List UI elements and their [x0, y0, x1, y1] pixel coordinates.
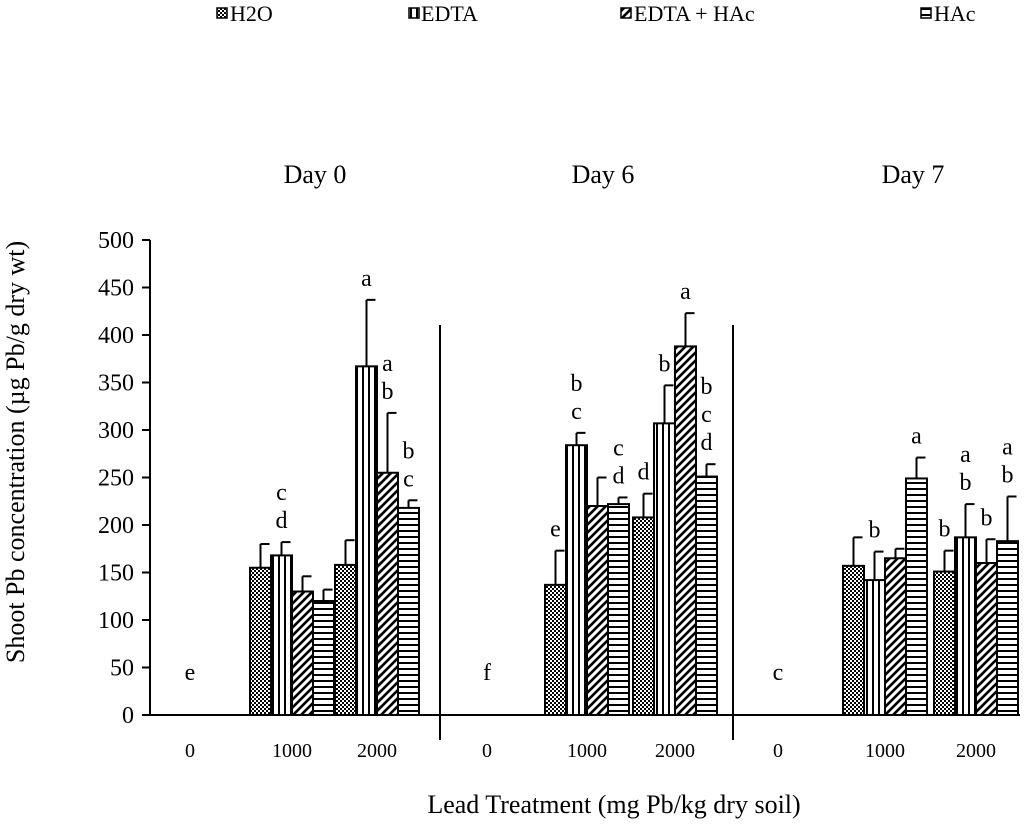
y-tick-label: 0	[122, 703, 134, 729]
bar	[544, 583, 567, 716]
significance-letter: d	[276, 508, 288, 534]
bar	[863, 579, 886, 716]
y-axis-title: Shoot Pb concentration (µg Pb/g dry wt)	[1, 241, 30, 663]
significance-letter: b	[981, 505, 993, 531]
bar	[376, 471, 399, 716]
x-group-label: 0	[185, 740, 195, 762]
bar	[884, 557, 907, 716]
x-group-label: 0	[773, 740, 783, 762]
bar	[632, 516, 655, 717]
y-tick-label: 200	[98, 513, 134, 539]
legend-label-h2o: H2O	[230, 1, 273, 26]
bar	[842, 564, 865, 716]
legend-label-hac: HAc	[934, 1, 976, 26]
bar	[270, 554, 293, 717]
x-group-label: 2000	[956, 740, 996, 762]
x-group-label: 2000	[357, 740, 397, 762]
significance-letter: b	[1002, 463, 1014, 489]
y-tick-label: 100	[98, 608, 134, 634]
legend-label-edta-hac: EDTA + HAc	[634, 1, 755, 26]
x-group-label: 1000	[272, 740, 312, 762]
y-tick-label: 50	[110, 656, 134, 682]
x-axis-title: Lead Treatment (mg Pb/kg dry soil)	[427, 790, 800, 819]
significance-letter: f	[483, 660, 491, 686]
bar	[334, 563, 357, 717]
y-tick-label: 450	[98, 276, 134, 302]
significance-letter: a	[1002, 435, 1013, 461]
bar	[996, 540, 1019, 717]
bar	[653, 422, 676, 716]
bar	[586, 505, 609, 716]
bar	[674, 345, 697, 716]
significance-letter: c	[773, 660, 784, 686]
bar	[975, 562, 998, 716]
y-tick-label: 350	[98, 371, 134, 397]
significance-letter: a	[361, 266, 372, 292]
significance-letter: b	[571, 371, 583, 397]
significance-letter: c	[403, 466, 414, 492]
significance-letter: a	[680, 279, 691, 305]
legend-label-edta: EDTA	[421, 1, 478, 26]
significance-letter: b	[382, 379, 394, 405]
x-group-label: 1000	[865, 740, 905, 762]
bar	[695, 475, 718, 716]
x-group-label: 0	[482, 740, 492, 762]
panel-title-day6: Day 6	[572, 160, 635, 189]
y-tick-label: 400	[98, 323, 134, 349]
y-tick-label: 250	[98, 466, 134, 492]
y-tick-label: 500	[98, 228, 134, 254]
bar	[933, 570, 956, 716]
y-tick-label: 300	[98, 418, 134, 444]
bar	[905, 477, 928, 717]
significance-letter: b	[701, 374, 713, 400]
significance-letter: c	[613, 435, 624, 461]
x-group-label: 2000	[655, 740, 695, 762]
significance-letter: a	[960, 442, 971, 468]
significance-letter: d	[638, 460, 650, 486]
x-group-label: 1000	[567, 740, 607, 762]
significance-letter: b	[960, 470, 972, 496]
significance-letter: e	[185, 660, 196, 686]
bar	[607, 503, 630, 716]
bar	[355, 365, 378, 716]
y-tick-label: 150	[98, 561, 134, 587]
significance-letter: b	[869, 518, 881, 544]
legend: H2O EDTA EDTA + HAc HAc	[216, 1, 976, 26]
legend-item-h2o: H2O	[216, 1, 273, 26]
significance-letter: e	[550, 517, 561, 543]
significance-letter: d	[701, 430, 713, 456]
significance-letter: b	[659, 351, 671, 377]
legend-item-edta-hac: EDTA + HAc	[620, 1, 755, 26]
panel-title-day0: Day 0	[284, 160, 347, 189]
significance-letter: a	[911, 424, 922, 450]
legend-item-hac: HAc	[920, 1, 976, 26]
significance-letter: a	[382, 351, 393, 377]
significance-letter: b	[403, 438, 415, 464]
bar	[565, 444, 588, 716]
significance-letter: c	[276, 480, 287, 506]
bar	[312, 600, 335, 716]
significance-letter: c	[701, 402, 712, 428]
significance-letter: b	[939, 517, 951, 543]
bar	[954, 536, 977, 716]
bar	[291, 590, 314, 716]
bar	[397, 506, 420, 716]
significance-letter: d	[613, 463, 625, 489]
bar	[249, 566, 272, 716]
significance-letter: c	[571, 399, 582, 425]
legend-item-edta: EDTA	[408, 1, 478, 26]
panel-title-day7: Day 7	[882, 160, 945, 189]
